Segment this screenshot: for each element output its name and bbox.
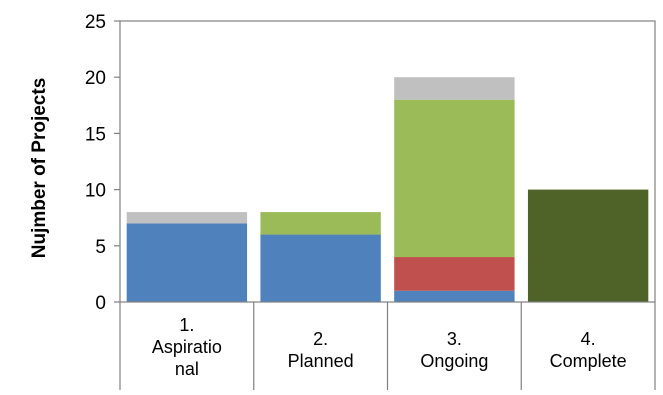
bar-segment-cat3-series4 [394,77,515,100]
bars-layer [126,77,649,302]
bar-segment-cat2-series1 [260,234,381,302]
category-label-line: Ongoing [420,351,488,371]
y-axis-title: Nujmber of Projects [29,78,50,259]
category-labels: 1. Aspiratio nal 2. Planned 3. Ongoing 4. Comple… [152,315,627,379]
y-axis-ticks: 0 5 10 15 20 25 [85,12,106,314]
category-label-4: 4. Complete [550,329,627,371]
y-tick-label: 20 [85,68,106,89]
category-label-line: Aspiratio [152,337,222,357]
category-label-3: 3. Ongoing [420,329,488,371]
bar-segment-cat3-series1 [394,290,515,302]
category-label-line: Complete [550,351,627,371]
bar-segment-cat2-series3 [260,212,381,235]
bar-segment-cat4-series5 [527,189,649,302]
category-label-line: nal [175,359,199,379]
y-tick-label: 15 [85,124,106,145]
bar-segment-cat1-series4 [126,212,248,224]
y-tick-label: 5 [95,237,106,258]
category-label-line: Planned [288,351,354,371]
y-tick-label: 25 [85,12,106,33]
plot-frame [114,20,656,390]
category-label-line: 1. [179,315,194,335]
y-tick-label: 0 [95,293,106,314]
category-label-line: 4. [581,329,596,349]
bar-segment-cat3-series3 [394,99,515,258]
category-label-line: 2. [313,329,328,349]
bar-segment-cat1-series1 [126,223,248,302]
bar-segment-cat3-series2 [394,257,515,291]
y-tick-label: 10 [85,181,106,202]
category-label-1: 1. Aspiratio nal [152,315,222,379]
category-label-line: 3. [447,329,462,349]
category-label-2: 2. Planned [288,329,354,371]
